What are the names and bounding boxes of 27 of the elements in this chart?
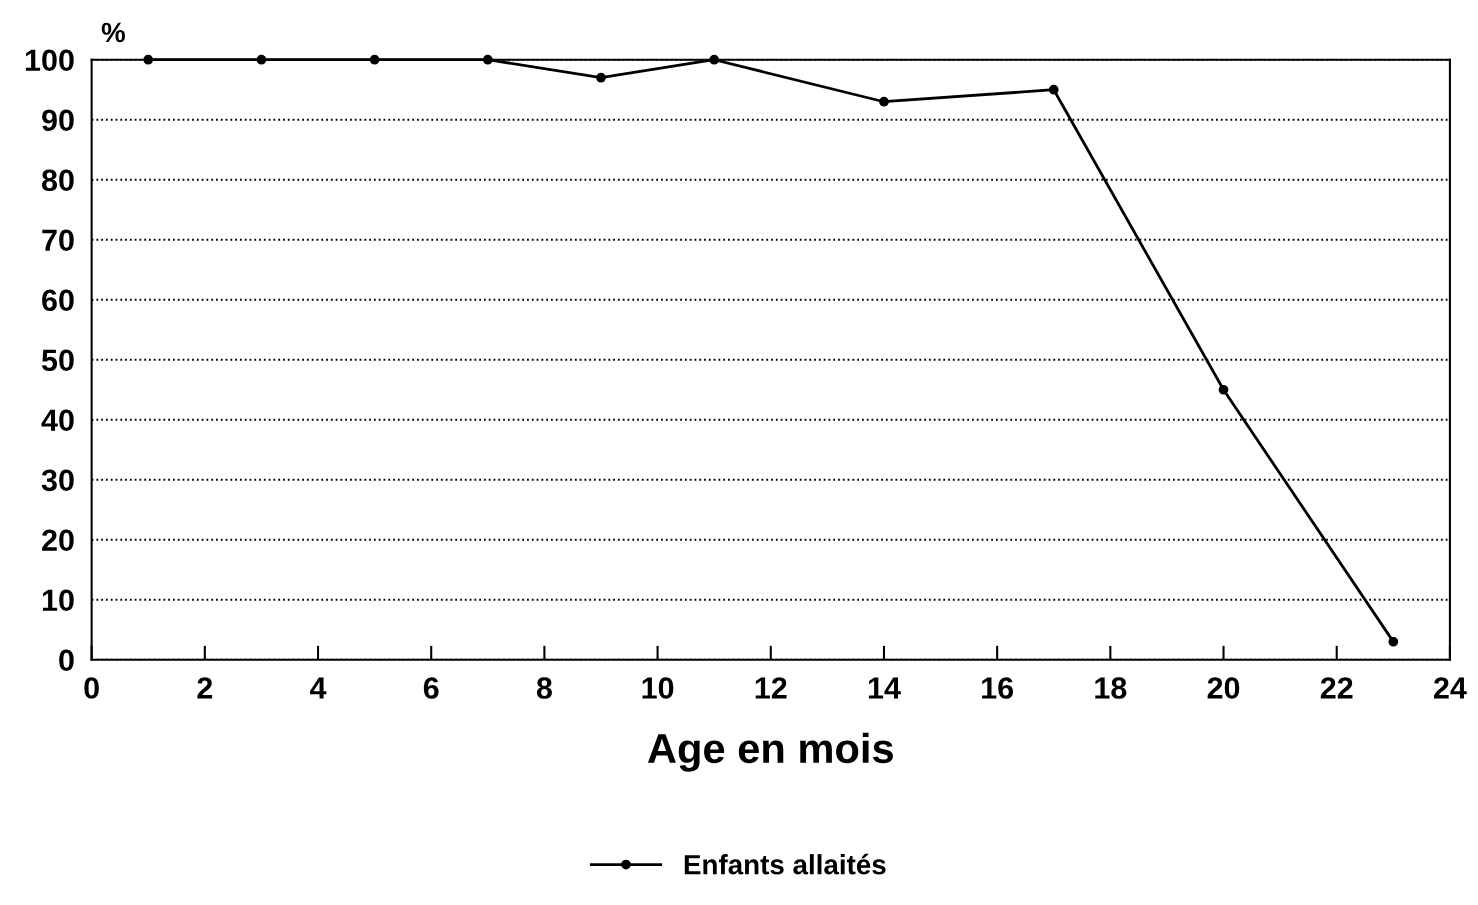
x-tick-label: 14	[868, 677, 901, 699]
x-tick-label: 8	[536, 677, 552, 699]
x-tick-label: 18	[1095, 677, 1127, 699]
y-tick-label: 0	[59, 649, 74, 672]
x-tick-label: 12	[755, 677, 787, 699]
y-tick-label: 100	[25, 49, 74, 72]
y-tick-label: 70	[42, 229, 74, 252]
y-tick-label: 40	[41, 409, 74, 432]
y-tick-label: 60	[42, 289, 74, 312]
x-tick-label: 4	[309, 677, 327, 699]
y-axis-title: %	[101, 22, 125, 43]
y-tick-label: 90	[42, 109, 74, 132]
y-tick-label: 10	[42, 589, 74, 612]
y-tick-label: 80	[41, 169, 74, 192]
y-tick-label: 30	[41, 469, 74, 492]
x-tick-label: 16	[982, 677, 1014, 699]
legend-label: Enfants allaités	[684, 853, 886, 875]
y-tick-label: 50	[41, 349, 74, 372]
x-tick-label: 2	[197, 677, 213, 699]
x-tick-label: 10	[642, 677, 674, 699]
x-tick-label: 0	[84, 677, 99, 699]
y-tick-label: 20	[42, 529, 74, 552]
x-tick-label: 22	[1320, 677, 1353, 699]
x-tick-label: 20	[1207, 677, 1240, 699]
x-tick-label: 6	[423, 677, 439, 699]
x-tick-label: 24	[1433, 677, 1467, 699]
x-axis-title: Age en mois	[647, 732, 893, 772]
